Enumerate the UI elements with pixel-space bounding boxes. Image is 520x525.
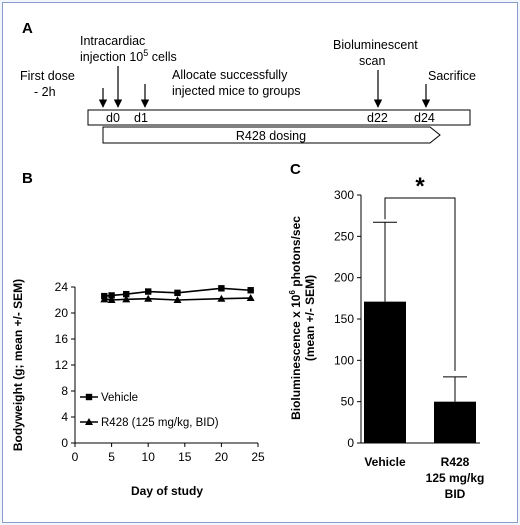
dosing-arrow xyxy=(102,126,441,144)
b-legend-marker xyxy=(85,393,93,401)
injection-label-1: Intracardiac xyxy=(80,34,145,48)
dosing-label: R428 dosing xyxy=(236,129,306,143)
b-x-tick-label: 15 xyxy=(178,450,192,464)
c-significance: * xyxy=(384,173,456,371)
c-y-axis-title-2: (mean +/- SEM) xyxy=(303,275,317,361)
c-y-tick-label: 0 xyxy=(347,436,354,450)
b-y-tick-label: 4 xyxy=(61,410,68,424)
day-label-d24: d24 xyxy=(414,111,435,125)
first-dose-label-2: - 2h xyxy=(34,85,56,99)
c-y-axis-title-1: Bioluminescence x 106 photons/sec xyxy=(288,216,303,420)
b-x-tick-label: 20 xyxy=(215,450,229,464)
b-y-tick-label: 16 xyxy=(55,332,69,346)
b-data-point xyxy=(108,292,115,299)
scan-label-1: Bioluminescent xyxy=(333,38,418,52)
c-y-tick-label: 150 xyxy=(334,312,354,326)
c-category-label: BID xyxy=(445,487,466,501)
c-y-tick-label: 200 xyxy=(334,271,354,285)
panel-c: C Bioluminescence x 106 photons/sec (mea… xyxy=(288,161,484,501)
b-legend: Vehicle R428 (125 mg/kg, BID) xyxy=(80,392,219,429)
sacrifice-label: Sacrifice xyxy=(428,69,476,83)
c-category-label: Vehicle xyxy=(364,455,406,469)
b-legend-marker xyxy=(85,418,93,425)
b-data-point xyxy=(217,294,226,302)
b-y-axis-title: Bodyweight (g; mean +/- SEM) xyxy=(11,279,25,451)
injection-label-2: injection 105 cells xyxy=(80,48,177,64)
b-ticks: 0 4 8 12 16 20 24 0 5 10 15 20 25 xyxy=(55,280,265,464)
b-data-point xyxy=(246,294,255,302)
b-y-tick-label: 20 xyxy=(55,306,69,320)
b-legend-label: R428 (125 mg/kg, BID) xyxy=(101,417,219,429)
b-data-point xyxy=(173,296,182,303)
c-ticks: 0 50 100 150 200 250 300 xyxy=(334,188,361,450)
c-category-label: R428 xyxy=(441,455,470,469)
b-data-point xyxy=(144,294,153,302)
b-y-tick-label: 0 xyxy=(61,436,68,450)
allocate-label-1: Allocate successfully xyxy=(172,68,288,82)
c-categories: Vehicle R428 125 mg/kg BID xyxy=(364,455,484,501)
b-data-point xyxy=(100,295,109,303)
b-data-point xyxy=(218,285,225,292)
c-bars xyxy=(364,221,476,443)
c-category-label: 125 mg/kg xyxy=(426,471,485,485)
b-y-tick-label: 8 xyxy=(61,384,68,398)
injection-cells: cells xyxy=(148,50,176,64)
day-label-d0: d0 xyxy=(106,111,120,125)
b-x-tick-label: 0 xyxy=(72,450,79,464)
injection-exponent: 5 xyxy=(143,48,148,58)
c-y-axis-title-units: photons/sec xyxy=(289,216,303,290)
first-dose-label-1: First dose xyxy=(20,69,75,83)
b-data-point xyxy=(174,289,181,297)
b-legend-label: Vehicle xyxy=(101,392,138,404)
allocate-label-2: injected mice to groups xyxy=(172,84,301,98)
b-x-tick-label: 5 xyxy=(108,450,115,464)
c-significance-star: * xyxy=(415,173,425,200)
scan-label-2: scan xyxy=(359,54,385,68)
c-y-tick-label: 300 xyxy=(334,188,354,202)
panel-b: B Bodyweight (g; mean +/- SEM) Day of st… xyxy=(11,170,265,498)
c-bar xyxy=(364,301,406,443)
b-data-point xyxy=(123,290,130,298)
day-label-d22: d22 xyxy=(367,111,388,125)
b-data-point xyxy=(247,287,254,294)
b-series xyxy=(100,285,255,303)
panel-a-letter: A xyxy=(22,20,33,37)
c-y-axis-title-exponent: 6 xyxy=(288,290,297,295)
timeline-bar xyxy=(87,109,471,126)
c-y-axis-title-text: Bioluminescence x 10 xyxy=(289,294,303,420)
b-x-tick-label: 10 xyxy=(142,450,156,464)
b-x-tick-label: 25 xyxy=(251,450,265,464)
c-significance-bracket xyxy=(384,197,456,371)
b-y-tick-label: 24 xyxy=(55,280,69,294)
injection-text: injection 10 xyxy=(80,50,143,64)
b-data-point xyxy=(107,296,116,303)
c-y-tick-label: 250 xyxy=(334,229,354,243)
panel-b-letter: B xyxy=(22,170,33,187)
panel-c-letter: C xyxy=(290,161,301,178)
day-label-d1: d1 xyxy=(134,111,148,125)
panel-a: A First dose - 2h Intracardiac injection… xyxy=(20,20,476,144)
b-data-point xyxy=(145,288,152,295)
b-x-axis-title: Day of study xyxy=(131,484,203,498)
c-y-tick-label: 50 xyxy=(341,395,355,409)
b-data-point xyxy=(122,295,131,303)
b-y-tick-label: 12 xyxy=(55,358,69,372)
c-bar xyxy=(434,401,476,443)
c-y-tick-label: 100 xyxy=(334,353,354,367)
